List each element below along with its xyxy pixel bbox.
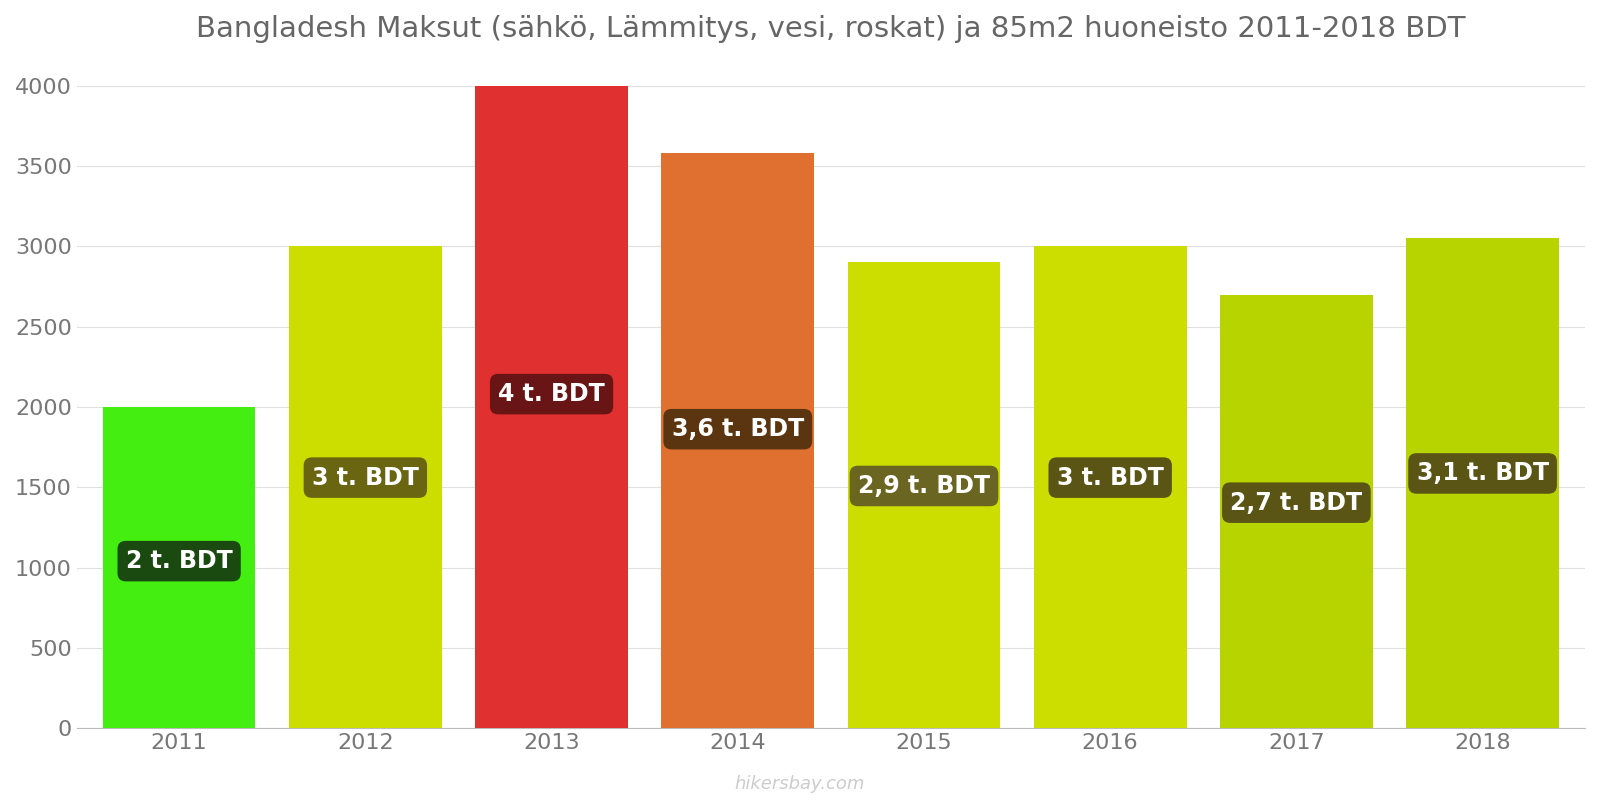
Bar: [290, 246, 442, 728]
Bar: [1221, 294, 1373, 728]
Bar: [102, 407, 256, 728]
Text: 4 t. BDT: 4 t. BDT: [498, 382, 605, 406]
Bar: [1034, 246, 1187, 728]
Text: 2,7 t. BDT: 2,7 t. BDT: [1230, 490, 1363, 514]
Text: 3 t. BDT: 3 t. BDT: [312, 466, 419, 490]
Bar: [848, 262, 1000, 728]
Text: hikersbay.com: hikersbay.com: [734, 775, 866, 793]
Text: 2 t. BDT: 2 t. BDT: [126, 549, 232, 573]
Text: 3,1 t. BDT: 3,1 t. BDT: [1416, 462, 1549, 486]
Bar: [475, 86, 627, 728]
Text: 2,9 t. BDT: 2,9 t. BDT: [858, 474, 990, 498]
Text: 3,6 t. BDT: 3,6 t. BDT: [672, 417, 803, 441]
Text: 3 t. BDT: 3 t. BDT: [1056, 466, 1163, 490]
Bar: [661, 154, 814, 728]
Bar: [1406, 238, 1558, 728]
Title: Bangladesh Maksut (sähkö, Lämmitys, vesi, roskat) ja 85m2 huoneisto 2011-2018 BD: Bangladesh Maksut (sähkö, Lämmitys, vesi…: [197, 15, 1466, 43]
